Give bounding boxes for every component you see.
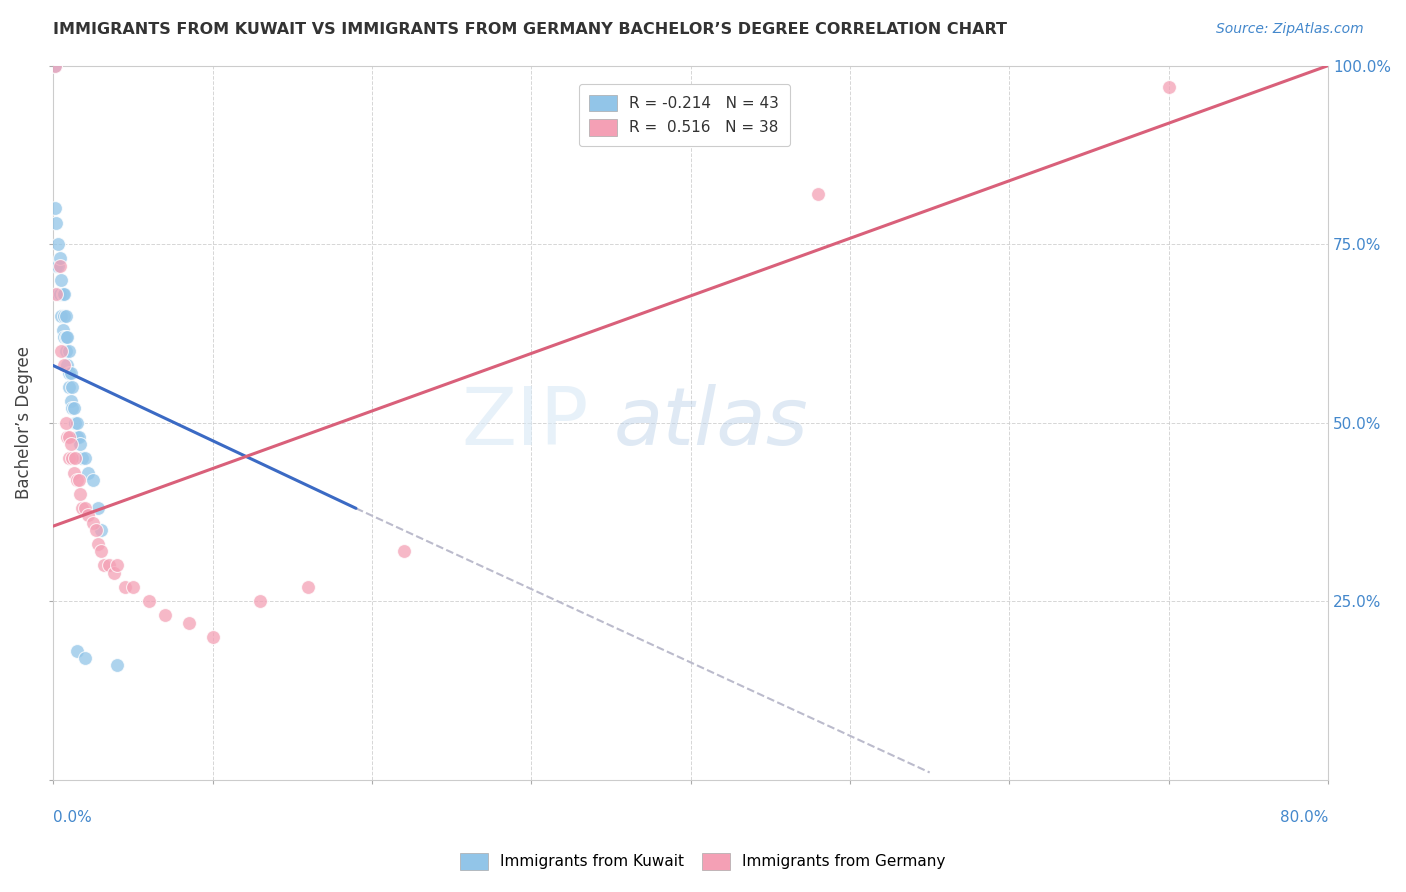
- Point: [58, 380, 80, 394]
- Point: [105, 658, 128, 673]
- Point: [60, 401, 83, 416]
- Point: [87, 501, 110, 516]
- Point: [69, 487, 91, 501]
- Point: [90, 523, 112, 537]
- Point: [67, 430, 90, 444]
- Point: [48, 252, 70, 266]
- Point: [44, 59, 66, 73]
- Point: [105, 558, 128, 573]
- Point: [392, 544, 415, 558]
- Legend: Immigrants from Kuwait, Immigrants from Germany: Immigrants from Kuwait, Immigrants from …: [453, 846, 953, 877]
- Point: [49, 273, 72, 287]
- Point: [59, 366, 82, 380]
- Text: atlas: atlas: [614, 384, 808, 462]
- Point: [53, 359, 76, 373]
- Point: [46, 259, 69, 273]
- Point: [297, 580, 319, 594]
- Point: [58, 430, 80, 444]
- Point: [58, 451, 80, 466]
- Point: [56, 330, 79, 344]
- Point: [63, 401, 86, 416]
- Point: [121, 580, 143, 594]
- Point: [114, 580, 136, 594]
- Point: [56, 359, 79, 373]
- Point: [70, 451, 93, 466]
- Point: [65, 416, 87, 430]
- Point: [60, 380, 83, 394]
- Point: [44, 202, 66, 216]
- Point: [93, 558, 115, 573]
- Point: [177, 615, 200, 630]
- Text: 0.0%: 0.0%: [53, 810, 91, 824]
- Point: [73, 651, 96, 665]
- Point: [84, 523, 107, 537]
- Legend: R = -0.214   N = 43, R =  0.516   N = 38: R = -0.214 N = 43, R = 0.516 N = 38: [579, 84, 790, 146]
- Point: [66, 644, 89, 658]
- Point: [44, 59, 66, 73]
- Y-axis label: Bachelor’s Degree: Bachelor’s Degree: [15, 346, 32, 500]
- Point: [46, 287, 69, 301]
- Point: [45, 287, 67, 301]
- Point: [201, 630, 224, 644]
- Point: [66, 473, 89, 487]
- Point: [77, 466, 100, 480]
- Point: [55, 309, 77, 323]
- Point: [63, 466, 86, 480]
- Point: [56, 430, 79, 444]
- Point: [138, 594, 160, 608]
- Point: [52, 323, 75, 337]
- Text: IMMIGRANTS FROM KUWAIT VS IMMIGRANTS FROM GERMANY BACHELOR’S DEGREE CORRELATION : IMMIGRANTS FROM KUWAIT VS IMMIGRANTS FRO…: [53, 22, 1008, 37]
- Text: Source: ZipAtlas.com: Source: ZipAtlas.com: [1216, 22, 1364, 37]
- Point: [87, 537, 110, 551]
- Point: [53, 287, 76, 301]
- Point: [55, 330, 77, 344]
- Point: [70, 501, 93, 516]
- Point: [46, 237, 69, 252]
- Point: [90, 544, 112, 558]
- Point: [59, 437, 82, 451]
- Point: [66, 430, 89, 444]
- Point: [103, 566, 125, 580]
- Point: [67, 473, 90, 487]
- Point: [77, 508, 100, 523]
- Point: [73, 501, 96, 516]
- Point: [55, 416, 77, 430]
- Point: [48, 287, 70, 301]
- Point: [55, 344, 77, 359]
- Point: [69, 437, 91, 451]
- Point: [97, 558, 120, 573]
- Point: [807, 187, 830, 202]
- Point: [45, 259, 67, 273]
- Point: [53, 309, 76, 323]
- Point: [249, 594, 271, 608]
- Point: [58, 344, 80, 359]
- Point: [82, 516, 104, 530]
- Point: [66, 416, 89, 430]
- Text: ZIP: ZIP: [461, 384, 589, 462]
- Point: [48, 259, 70, 273]
- Point: [1157, 80, 1180, 95]
- Point: [52, 287, 75, 301]
- Point: [45, 216, 67, 230]
- Point: [73, 451, 96, 466]
- Point: [53, 330, 76, 344]
- Text: 80.0%: 80.0%: [1279, 810, 1329, 824]
- Point: [59, 394, 82, 409]
- Point: [82, 473, 104, 487]
- Point: [58, 366, 80, 380]
- Point: [49, 309, 72, 323]
- Point: [60, 451, 83, 466]
- Point: [49, 344, 72, 359]
- Point: [65, 451, 87, 466]
- Point: [153, 608, 176, 623]
